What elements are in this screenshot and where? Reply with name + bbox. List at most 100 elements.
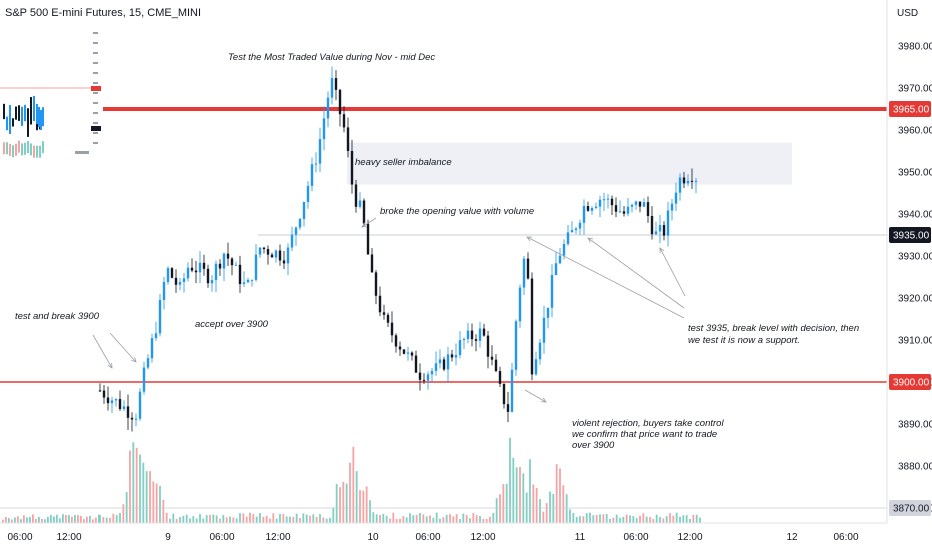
- level-label-bg: [889, 227, 931, 243]
- candle-body: [594, 206, 598, 209]
- volume-bar: [65, 514, 67, 523]
- candle-body: [270, 254, 274, 258]
- volume-bar: [432, 517, 435, 523]
- volume-bar: [285, 516, 288, 523]
- candle-body: [234, 264, 238, 266]
- volume-bar: [14, 517, 16, 523]
- candle-body: [250, 279, 254, 281]
- volume-bar: [199, 514, 201, 523]
- volume-bar: [669, 513, 671, 523]
- volume-bar: [389, 518, 391, 523]
- volume-bar: [442, 517, 445, 523]
- volume-bar: [365, 486, 368, 523]
- candle-body: [554, 263, 558, 275]
- volume-bar: [675, 512, 678, 523]
- annotation-seller-imbalance: heavy seller imbalance: [355, 157, 452, 168]
- volume-bar: [215, 515, 218, 523]
- level-label-bg: [889, 500, 931, 516]
- candle-body: [442, 359, 446, 370]
- volume-bar: [309, 515, 311, 523]
- volume-bar: [692, 514, 695, 523]
- inset-candle: [27, 108, 29, 137]
- annotation-arrowhead: [526, 236, 533, 242]
- volume-bar: [315, 516, 318, 523]
- candle-body: [610, 198, 614, 206]
- volume-bar: [369, 500, 371, 523]
- candle-body: [162, 281, 166, 300]
- candle-body: [194, 270, 198, 273]
- volume-bar: [505, 483, 508, 523]
- candle-body: [198, 262, 202, 273]
- volume-bar: [212, 514, 215, 523]
- volume-bar: [325, 518, 328, 523]
- volume-bar: [542, 511, 545, 523]
- volume-bar: [26, 517, 28, 523]
- volume-bar: [44, 519, 46, 523]
- candles: [98, 66, 698, 432]
- volume-bar: [475, 515, 478, 523]
- inset-candle: [40, 110, 42, 130]
- volume-bar: [539, 499, 541, 523]
- candle-body: [650, 216, 654, 235]
- candle-body: [578, 222, 582, 229]
- volume-bar: [395, 519, 398, 523]
- y-tick-label: 3920.00: [898, 294, 932, 305]
- candle-body: [214, 263, 218, 281]
- plot-area[interactable]: [0, 0, 887, 523]
- volume-bar: [445, 514, 448, 523]
- candle-body: [666, 210, 670, 236]
- candle-body: [338, 89, 342, 115]
- volume-bar: [122, 504, 125, 523]
- candle-body: [174, 277, 178, 285]
- volume-bar: [555, 464, 558, 523]
- candle-body: [366, 223, 370, 255]
- volume-bar: [222, 514, 225, 523]
- volume-bar: [522, 473, 525, 523]
- volume-bar: [372, 512, 375, 523]
- candle-body: [470, 330, 474, 340]
- candle-body: [370, 254, 374, 273]
- candle-body: [686, 180, 690, 184]
- volume-bar: [8, 518, 10, 523]
- candle-body: [498, 371, 502, 384]
- candle-body: [290, 234, 294, 248]
- volume-bar: [98, 514, 100, 523]
- volume-bar: [632, 516, 635, 523]
- volume-bar: [119, 512, 121, 523]
- inset-volume: [36, 145, 38, 158]
- candle-body: [502, 383, 506, 405]
- inset-volume: [42, 141, 44, 154]
- x-tick-label: 12: [786, 532, 798, 543]
- volume-bar: [495, 498, 498, 523]
- volume-bar: [11, 519, 13, 523]
- inset-volume: [39, 145, 41, 158]
- annotation-arrow: [526, 236, 685, 319]
- annotation-arrowhead: [659, 247, 665, 254]
- candle-body: [134, 418, 138, 420]
- volume-bar: [35, 518, 37, 523]
- volume-bar: [605, 514, 608, 523]
- volume-bar: [269, 518, 271, 523]
- volume-bar: [77, 515, 79, 523]
- candle-body: [190, 267, 194, 271]
- price-axis[interactable]: [887, 0, 932, 550]
- time-axis[interactable]: [0, 523, 932, 550]
- x-tick-label: 06:00: [415, 532, 440, 543]
- volume-bar: [209, 514, 211, 523]
- x-tick-label: 11: [575, 532, 586, 543]
- candle-body: [614, 205, 618, 212]
- candle-body: [326, 97, 330, 119]
- volume-bar: [71, 516, 73, 523]
- volume-bar: [409, 513, 411, 523]
- y-tick-label: 3970.00: [898, 84, 932, 95]
- volume-bar: [295, 513, 298, 523]
- volume-bar: [172, 513, 175, 523]
- candle-body: [662, 225, 666, 236]
- volume-bar: [182, 515, 185, 523]
- volume-bar: [165, 513, 168, 523]
- candle-body: [406, 352, 410, 354]
- candle-body: [430, 370, 434, 375]
- candle-body: [458, 340, 462, 356]
- volume-bar: [41, 518, 43, 523]
